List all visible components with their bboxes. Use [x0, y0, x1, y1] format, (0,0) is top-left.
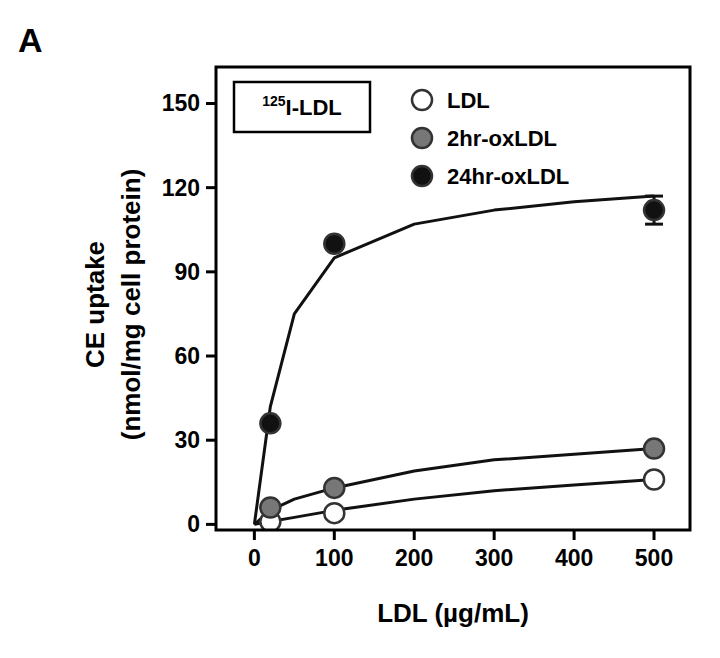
error-cap: [645, 195, 663, 198]
legend-marker: [412, 128, 432, 148]
y-tick-label: 150: [162, 90, 200, 116]
data-point: [644, 469, 664, 489]
annotation-sup: 125: [262, 93, 286, 109]
y-axis-title-line: CE uptake: [80, 241, 110, 368]
legend-label: LDL: [447, 88, 490, 113]
error-cap: [645, 223, 663, 226]
y-tick-label: 120: [162, 175, 200, 201]
legend-marker: [412, 90, 432, 110]
x-tick-label: 500: [635, 545, 673, 571]
data-point: [260, 498, 280, 518]
data-point: [324, 234, 344, 254]
data-point: [644, 200, 664, 220]
y-tick-label: 90: [174, 259, 200, 285]
x-tick-label: 400: [555, 545, 593, 571]
annotation-box: [234, 82, 370, 132]
annotation-main: I-LDL: [286, 95, 342, 120]
legend-label: 2hr-oxLDL: [447, 126, 557, 151]
x-axis-title: LDL (µg/mL): [377, 598, 529, 628]
data-point: [324, 478, 344, 498]
y-tick-label: 0: [187, 511, 200, 537]
chart: A 0 30 60 90 120 150 0 100 200 300 400 500 LDL (µg/mL…: [0, 0, 720, 658]
x-tick-label: 300: [475, 545, 513, 571]
y-tick-label: 60: [174, 343, 200, 369]
annotation: 125I-LDL: [262, 93, 342, 120]
plot-frame: [216, 67, 690, 530]
y-tick-label: 30: [174, 427, 200, 453]
data-point: [324, 503, 344, 523]
x-tick-label: 200: [395, 545, 433, 571]
legend-marker: [412, 166, 432, 186]
plot-area: [254, 196, 664, 530]
y-axis-title-line: (nmol/mg cell protein): [116, 169, 146, 441]
x-tick-label: 100: [315, 545, 353, 571]
y-axis-title: CE uptake(nmol/mg cell protein): [80, 169, 146, 441]
fit-line: [254, 196, 654, 524]
x-tick-label: 0: [248, 545, 261, 571]
data-point: [260, 413, 280, 433]
legend-label: 24hr-oxLDL: [447, 164, 569, 189]
data-point: [644, 439, 664, 459]
panel-label: A: [18, 21, 43, 59]
fit-line: [254, 479, 654, 524]
fit-line: [254, 449, 654, 525]
